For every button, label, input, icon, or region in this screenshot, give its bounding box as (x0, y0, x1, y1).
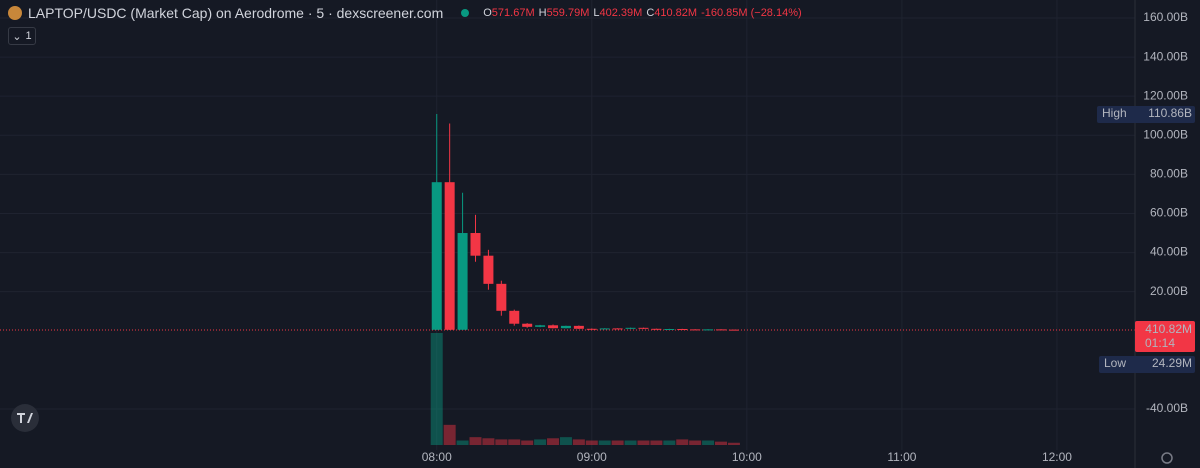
candle-body (703, 329, 714, 331)
candle-body (664, 328, 675, 330)
low-marker-tag (1099, 355, 1195, 373)
candle-body (599, 328, 610, 330)
ohlc-key: C (646, 7, 655, 19)
ohlc-value: 410.82M (654, 7, 698, 19)
volume-bar (443, 424, 456, 445)
volume-bar (521, 440, 534, 445)
volume-bar (585, 440, 598, 445)
volume-bar (702, 440, 715, 445)
candle-body (522, 323, 533, 327)
chart-title: LAPTOP/USDC (Market Cap) on Aerodrome · … (28, 5, 444, 21)
ohlc-value: 559.79M (546, 7, 590, 19)
ohlc-value: 402.39M (599, 7, 643, 19)
y-tick-label: 80.00B (1150, 167, 1188, 181)
candle-body (677, 328, 688, 330)
x-tick-label: 12:00 (1042, 450, 1072, 464)
volume-bar (559, 437, 572, 445)
token-icon (8, 6, 22, 20)
volume-bar (534, 439, 547, 445)
candle-body (431, 182, 442, 330)
y-tick-label: -40.00B (1146, 401, 1188, 415)
volume-bar (650, 440, 663, 445)
x-tick-label: 10:00 (732, 450, 762, 464)
candle-body (716, 329, 727, 331)
y-tick-label: 140.00B (1143, 49, 1188, 63)
y-tick-label: 40.00B (1150, 245, 1188, 259)
volume-bar (572, 439, 585, 445)
volume-bar (598, 440, 611, 445)
candle-body (535, 325, 546, 327)
candle-body (586, 328, 597, 330)
candle-body (457, 233, 468, 330)
candle-body (651, 328, 662, 330)
volume-bar (430, 333, 443, 445)
status-dot (461, 9, 470, 17)
volume-bar (508, 439, 521, 445)
ohlc-item: C410.82M (646, 7, 697, 19)
volume-bar (637, 440, 650, 445)
volume-bar (727, 442, 740, 445)
volume-bar (611, 440, 624, 445)
candle-body (638, 327, 649, 329)
ohlc-value: 571.67M (491, 7, 535, 19)
volume-bar (495, 439, 508, 445)
volume-bar (469, 437, 482, 445)
candle-body (496, 283, 507, 311)
y-tick-label: 20.00B (1150, 284, 1188, 298)
high-marker-label: High (1102, 106, 1127, 120)
candle-body (612, 328, 623, 330)
ohlc-item: L402.39M (593, 7, 642, 19)
y-tick-label: 160.00B (1143, 10, 1188, 24)
ohlc-item: O571.67M (483, 7, 534, 19)
last-price-value: 410.82M (1145, 322, 1192, 336)
candle-body (548, 325, 559, 329)
volume-bar (663, 440, 676, 445)
countdown: 01:14 (1145, 336, 1175, 350)
candle-body (728, 329, 739, 331)
candle-body (625, 327, 636, 329)
ohlc-legend: O571.67M H559.79M L402.39M C410.82M (483, 7, 701, 19)
change: -160.85M (−28.14%) (701, 7, 802, 19)
candle-body (573, 325, 584, 329)
volume-bar (482, 438, 495, 445)
volume-bar (715, 441, 728, 445)
candle-body (560, 325, 571, 329)
volume-bar (456, 440, 469, 445)
last-price-tag (1135, 320, 1195, 352)
ohlc-key: O (483, 7, 492, 19)
volume-bar (689, 440, 702, 445)
candle-body (444, 182, 455, 330)
low-marker-label: Low (1104, 356, 1126, 370)
indicator-toggle[interactable]: ⌄ 1 (8, 27, 36, 45)
high-marker-tag (1097, 106, 1195, 124)
settings-gear (1161, 452, 1173, 464)
ohlc-key: L (593, 7, 600, 19)
tv-logo (11, 404, 39, 432)
high-marker-value: 110.86B (1148, 106, 1192, 120)
candle-body (509, 310, 520, 324)
tv-logo-mark (17, 413, 33, 423)
candle-body (470, 233, 481, 256)
y-tick-label: 120.00B (1143, 88, 1188, 102)
x-tick-label: 08:00 (422, 450, 452, 464)
low-marker-value: 24.29M (1152, 356, 1192, 370)
candle-body (690, 329, 701, 331)
header: LAPTOP/USDC (Market Cap) on Aerodrome · … (8, 4, 802, 22)
ohlc-key: H (538, 7, 547, 19)
volume-bar (547, 438, 560, 445)
x-tick-label: 09:00 (577, 450, 607, 464)
candle-body (483, 255, 494, 284)
ohlc-item: H559.79M (539, 7, 590, 19)
y-tick-label: 100.00B (1143, 127, 1188, 141)
y-tick-label: 60.00B (1150, 206, 1188, 220)
volume-bar (676, 439, 689, 445)
indicator-count: 1 (25, 30, 32, 42)
volume-bar (624, 440, 637, 445)
x-tick-label: 11:00 (887, 450, 916, 464)
